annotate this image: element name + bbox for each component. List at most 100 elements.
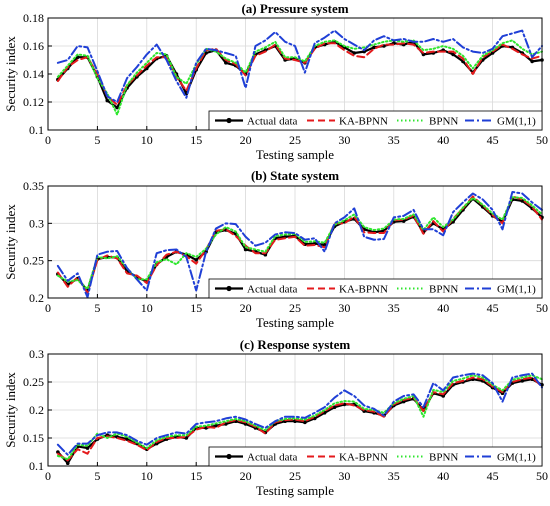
x-tick-label: 30: [338, 469, 350, 483]
x-tick-label: 45: [487, 133, 499, 147]
x-tick-label: 40: [437, 301, 449, 315]
x-tick-label: 20: [240, 301, 252, 315]
x-tick-label: 35: [388, 469, 400, 483]
y-tick-label: 0.16: [23, 39, 44, 53]
x-tick-label: 10: [141, 469, 153, 483]
legend-marker: [226, 117, 232, 124]
series-line-bpnn: [56, 196, 543, 291]
data-point: [451, 52, 455, 57]
y-tick-label: 0.2: [29, 291, 44, 305]
series-line-gm-1-1-: [56, 190, 543, 299]
data-point: [303, 420, 307, 425]
x-tick-label: 50: [536, 469, 548, 483]
data-point: [480, 58, 485, 62]
y-tick-label: 0.25: [23, 254, 44, 268]
y-tick-label: 0.12: [23, 95, 44, 109]
x-tick-label: 15: [190, 469, 202, 483]
chart-panel-3: 0 5 10 15 20 25 30 35 40 45 50 0.1 0.15 0.2 0.25 0.3 (c)…: [3, 337, 548, 498]
chart-title: (b) State system: [251, 168, 339, 183]
x-axis-label: Testing sample: [256, 147, 334, 162]
x-tick-label: 50: [536, 301, 548, 315]
y-tick-label: 0.18: [23, 11, 44, 25]
legend-label: Actual data: [247, 116, 298, 128]
legend-label: BPNN: [429, 452, 458, 464]
series-line-gm-1-1-: [56, 29, 543, 103]
x-tick-label: 15: [190, 301, 202, 315]
data-point: [322, 243, 327, 247]
data-point: [65, 461, 70, 466]
legend-box: [208, 446, 543, 467]
x-tick-label: 20: [240, 469, 252, 483]
chart-title: (c) Response system: [240, 337, 351, 352]
y-axis-label: Security index: [3, 36, 18, 112]
legend-marker: [226, 285, 232, 292]
y-tick-label: 0.14: [23, 67, 44, 81]
data-point: [352, 51, 357, 55]
x-tick-label: 35: [388, 301, 400, 315]
x-tick-label: 10: [141, 133, 153, 147]
y-axis-label: Security index: [3, 372, 18, 448]
series-line-bpnn: [56, 39, 543, 116]
legend-label: BPNN: [429, 284, 458, 296]
legend-marker: [226, 453, 232, 460]
data-point: [332, 405, 337, 410]
x-tick-label: 0: [45, 469, 51, 483]
series-line-bpnn: [56, 374, 543, 461]
y-tick-label: 0.3: [29, 216, 44, 230]
x-tick-label: 0: [45, 133, 51, 147]
x-tick-label: 25: [289, 133, 301, 147]
data-point: [56, 450, 60, 454]
data-point: [224, 61, 228, 65]
y-axis-label: Security index: [3, 204, 18, 280]
x-tick-label: 15: [190, 133, 202, 147]
x-tick-label: 5: [94, 469, 100, 483]
y-tick-label: 0.1: [29, 459, 44, 473]
legend-box: [208, 110, 543, 131]
x-tick-label: 25: [289, 469, 301, 483]
x-axis-label: Testing sample: [256, 483, 334, 498]
chart-panel-1: 0 5 10 15 20 25 30 35 40 45 50 0.1 0.12 0.14 0.16 0.18 (…: [3, 1, 548, 162]
legend: Actual data KA-BPNN BPNN GM(1,1): [208, 278, 543, 299]
x-tick-label: 5: [94, 133, 100, 147]
data-point: [85, 446, 90, 450]
legend-label: Actual data: [247, 284, 298, 296]
legend: Actual data KA-BPNN BPNN GM(1,1): [208, 446, 543, 467]
x-tick-label: 45: [487, 301, 499, 315]
x-tick-label: 35: [388, 133, 400, 147]
series-line-ka-bpnn: [56, 376, 543, 462]
chart-panel-2: 0 5 10 15 20 25 30 35 40 45 50 0.2 0.25 0.3 0.35 (b) St…: [3, 168, 548, 330]
data-point: [105, 98, 110, 103]
legend-label: GM(1,1): [497, 452, 536, 464]
y-tick-label: 0.2: [29, 403, 44, 417]
x-tick-label: 50: [536, 133, 548, 147]
y-tick-label: 0.35: [23, 179, 44, 193]
data-point: [115, 105, 119, 110]
data-point: [214, 423, 218, 428]
legend-label: KA-BPNN: [339, 452, 388, 464]
data-point: [204, 51, 208, 55]
x-tick-label: 30: [338, 301, 350, 315]
series-line-gm-1-1-: [56, 372, 543, 456]
x-axis-label: Testing sample: [256, 315, 334, 330]
data-point: [530, 59, 534, 64]
data-point: [520, 379, 525, 383]
legend-label: GM(1,1): [497, 116, 536, 128]
x-tick-label: 5: [94, 301, 100, 315]
y-tick-label: 0.25: [23, 375, 44, 389]
y-tick-label: 0.1: [29, 123, 44, 137]
x-tick-label: 40: [437, 133, 449, 147]
y-tick-label: 0.15: [23, 431, 44, 445]
y-tick-label: 0.3: [29, 347, 44, 361]
x-tick-label: 40: [437, 469, 449, 483]
legend-label: KA-BPNN: [339, 284, 388, 296]
x-tick-label: 45: [487, 469, 499, 483]
data-point: [243, 247, 248, 252]
data-point: [184, 436, 189, 440]
x-tick-label: 10: [141, 301, 153, 315]
legend-box: [208, 278, 543, 299]
legend: Actual data KA-BPNN BPNN GM(1,1): [208, 110, 543, 131]
chart-title: (a) Pressure system: [241, 1, 348, 16]
data-point: [372, 45, 376, 50]
legend-label: GM(1,1): [497, 284, 536, 296]
